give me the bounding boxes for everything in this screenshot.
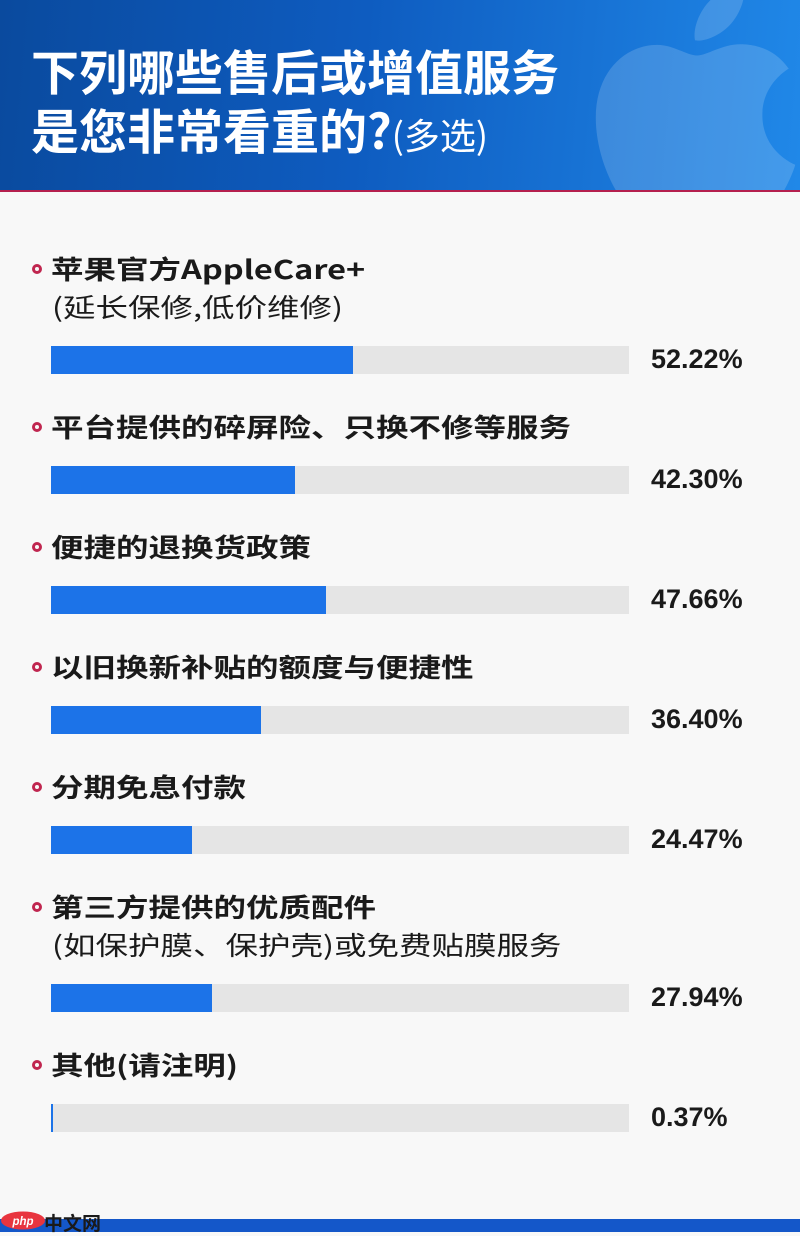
- svg-text:php: php: [11, 1216, 33, 1228]
